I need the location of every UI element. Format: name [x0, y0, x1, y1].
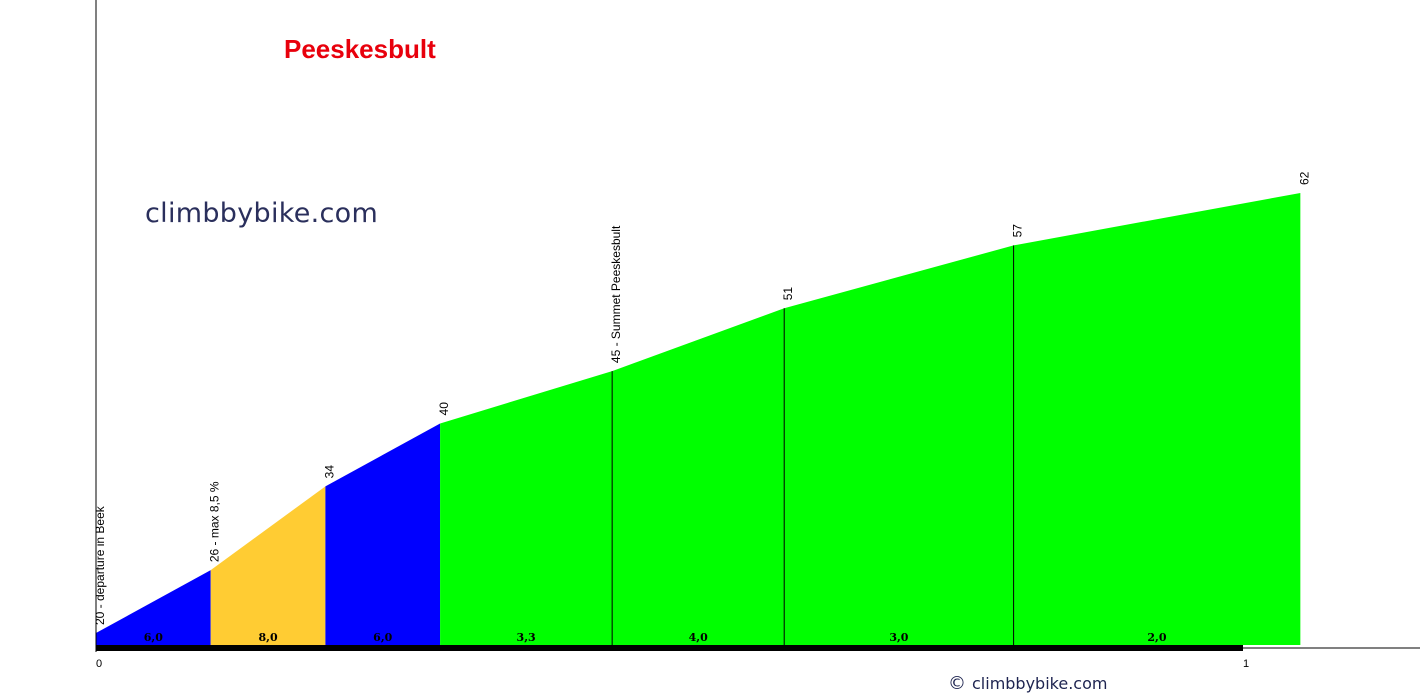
profile-segment-5	[612, 308, 785, 645]
distance-bar	[96, 645, 1243, 651]
profile-segment-2	[210, 486, 326, 645]
elevation-label-1: 20 - departure in Beek	[93, 505, 107, 625]
profile-segment-3	[325, 423, 441, 645]
x-tick-label-1: 1	[1243, 658, 1249, 670]
elevation-label-7: 57	[1011, 224, 1025, 238]
gradient-label-5: 4,0	[689, 631, 708, 644]
chart-title: Peeskesbult	[284, 34, 436, 64]
climbbybike-logo: climbbybike.com	[145, 198, 379, 229]
profile-segment-4	[440, 371, 613, 645]
gradient-label-6: 3,0	[889, 631, 908, 644]
elevation-label-8: 62	[1297, 171, 1311, 185]
x-tick-label-0: 0	[96, 658, 102, 670]
elevation-label-5: 45 - Summet Peeskesbult	[609, 225, 623, 363]
elevation-label-3: 34	[322, 465, 336, 479]
gradient-label-4: 3,3	[517, 631, 536, 644]
profile-segment-7	[1013, 193, 1301, 645]
profile-segment-1	[96, 570, 211, 645]
footer-logo-text: climbbybike.com	[972, 674, 1108, 693]
gradient-label-1: 6,0	[144, 631, 163, 644]
climbbybike-footer-logo: © climbbybike.com	[948, 673, 1107, 694]
elevation-label-2: 26 - max 8,5 %	[208, 481, 222, 562]
copyright-icon: ©	[948, 673, 966, 694]
gradient-label-2: 8,0	[258, 631, 277, 644]
elevation-label-4: 40	[437, 402, 451, 416]
gradient-label-3: 6,0	[373, 631, 392, 644]
profile-segment-6	[784, 245, 1014, 645]
elevation-label-6: 51	[781, 287, 795, 301]
gradient-label-7: 2,0	[1147, 631, 1166, 644]
